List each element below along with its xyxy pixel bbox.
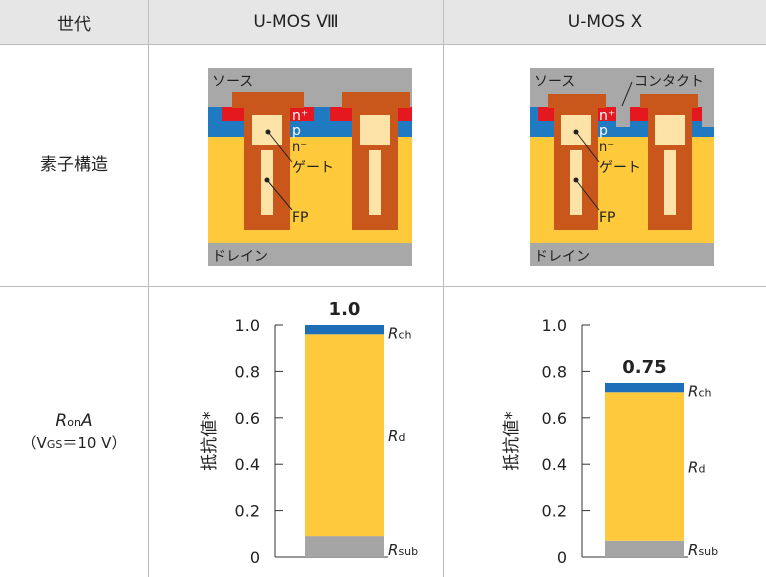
label-p: p [292,123,301,139]
bar-segment-d [305,334,384,537]
y-tick-label: 0.8 [542,362,567,381]
y-tick-label: 0.2 [542,502,567,521]
gate-leader [267,131,293,163]
umos8-structure: ソース n⁺ p n⁻ ゲート FP ドレイン [208,68,412,266]
y-tick-label: 0.6 [542,409,567,428]
nplus-region [598,107,616,121]
grid-hline-row [0,286,766,287]
y-tick-label: 0.4 [235,455,260,474]
bar-segment-sub [305,536,384,557]
label-p: p [599,123,608,139]
label-nminus: n⁻ [292,140,307,155]
segment-label-ch: Rch [688,382,711,400]
nplus-region [290,107,314,121]
insulator-cap [342,92,410,108]
bar-segment-sub [605,540,684,557]
y-tick-label: 0 [557,548,567,567]
trench-contact [702,107,714,127]
bar-segment-ch [305,325,384,335]
drain-metal [208,243,412,266]
gate-dot [265,129,271,135]
nplus-region [222,107,246,121]
grid-vline-2 [443,0,444,577]
total-label: 0.75 [622,357,666,378]
label-fp: FP [599,210,616,226]
gate-electrode [360,115,390,145]
label-drain: ドレイン [212,249,268,265]
y-axis-label: 抵抗値* [200,411,220,471]
label-gate: ゲート [292,160,334,176]
label-gate: ゲート [599,160,641,176]
ron-a-label: RonA [55,410,93,431]
grid-vline-1 [148,0,149,577]
y-tick-label: 0.4 [542,455,567,474]
trench-contact [616,107,630,127]
bar-segment-ch [605,383,684,393]
row-label-structure: 素子構造 [40,154,108,175]
fp-dot [264,177,270,183]
chart-umos10: 0 0.2 0.4 0.6 0.8 1.0 抵抗値* Rsub Rd Rch 0.75 [502,316,718,567]
header-umos8: U-MOS Ⅷ [149,0,443,45]
chart-umos8: 0 0.2 0.4 0.6 0.8 1.0 抵抗値* Rsub Rd Rch 1.0 [200,299,418,567]
label-fp: FP [292,210,309,226]
label-drain: ドレイン [534,249,590,265]
label-source: ソース [534,74,575,90]
y-tick-label: 1.0 [235,316,260,335]
contact-leader [621,81,633,107]
y-tick-label: 0 [250,548,260,567]
gate-dot [573,129,579,135]
gate-electrode [655,115,685,145]
nplus-region [630,107,648,121]
segment-label-d: Rd [688,459,705,477]
y-tick-label: 1.0 [542,316,567,335]
y-tick-label: 0.2 [235,502,260,521]
segment-label-sub: Rsub [688,541,718,559]
vgs-condition: （VGS＝10 V） [21,434,127,453]
fp-leader [266,179,293,211]
label-nplus: n⁺ [599,108,615,124]
label-source: ソース [212,74,253,90]
fp-leader [575,179,600,211]
insulator-cap [548,94,606,108]
field-plate [664,150,676,215]
nplus-region [330,107,354,121]
insulator-cap [232,92,304,108]
insulator-cap [640,94,698,108]
umos10-structure: ソース コンタクト n⁺ p n⁻ ゲート FP ドレイン [530,68,714,266]
fp-dot [573,177,579,183]
nplus-region [538,107,556,121]
nplus-region [398,107,412,121]
drain-metal [530,243,714,266]
nplus-region [690,107,702,121]
label-nplus: n⁺ [292,108,308,124]
label-contact: コンタクト [634,74,704,90]
gate-leader [575,131,600,163]
grid-hline-header [0,44,766,45]
segment-label-ch: Rch [388,324,411,342]
y-axis-label: 抵抗値* [502,411,522,471]
total-label: 1.0 [329,299,361,320]
segment-label-d: Rd [388,427,405,445]
y-tick-label: 0.8 [235,362,260,381]
y-tick-label: 0.6 [235,409,260,428]
label-nminus: n⁻ [599,140,614,155]
bar-segment-d [605,392,684,541]
field-plate [369,150,381,215]
segment-label-sub: Rsub [388,541,418,559]
row-label-resistance: RonA （VGS＝10 V） [0,287,148,577]
header-umos10: U-MOS Ⅹ [444,0,766,45]
